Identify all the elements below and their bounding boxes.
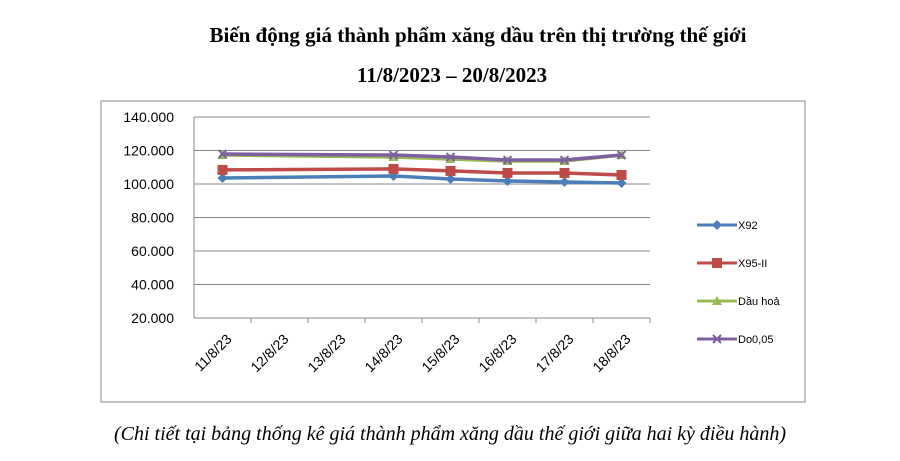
legend-label: X95-II <box>738 258 767 270</box>
data-point <box>502 167 513 178</box>
x-tick-label: 12/8/23 <box>247 331 291 375</box>
legend-label: Dầu hoả <box>738 296 780 308</box>
note: (Chi tiết tại bảng thống kê giá thành ph… <box>114 423 786 445</box>
legend-marker <box>712 296 722 305</box>
data-point <box>559 167 570 178</box>
legend-marker <box>712 220 722 230</box>
legend-label: Do0,05 <box>738 334 773 346</box>
legend-label: X92 <box>738 220 758 232</box>
data-point <box>388 150 399 160</box>
data-point <box>616 177 627 188</box>
data-point <box>445 173 456 184</box>
x-tick-label: 13/8/23 <box>304 331 348 375</box>
x-tick-label: 14/8/23 <box>361 331 405 375</box>
data-point <box>616 150 627 160</box>
y-tick-label: 80.000 <box>131 210 174 226</box>
data-point <box>445 165 456 176</box>
data-point <box>217 172 228 183</box>
x-tick-label: 18/8/23 <box>589 331 633 375</box>
data-point <box>217 149 228 159</box>
chart-frame <box>100 100 806 403</box>
y-tick-label: 140.000 <box>123 109 174 125</box>
y-tick-label: 40.000 <box>131 277 174 293</box>
chart-title: Biến động giá thành phẩm xăng dầu trên t… <box>209 23 746 47</box>
x-tick-label: 16/8/23 <box>475 331 519 375</box>
data-point <box>502 155 513 165</box>
legend-marker <box>712 334 722 344</box>
data-point <box>559 176 570 187</box>
y-tick-label: 60.000 <box>131 243 174 259</box>
y-tick-label: 120.000 <box>123 143 174 159</box>
y-tick-label: 20.000 <box>131 310 174 326</box>
series-line <box>222 152 622 162</box>
series-line <box>222 174 622 185</box>
data-point <box>217 164 228 175</box>
chart-subtitle: 11/8/2023 – 20/8/2023 <box>357 63 547 87</box>
x-tick-label: 11/8/23 <box>191 331 235 375</box>
data-point <box>388 163 399 174</box>
series-line <box>222 167 622 177</box>
x-tick-label: 15/8/23 <box>418 331 462 375</box>
y-tick-label: 100.000 <box>123 176 174 192</box>
data-point <box>445 152 456 162</box>
data-point <box>559 155 570 165</box>
legend-marker <box>712 258 722 268</box>
x-tick-label: 17/8/23 <box>532 331 576 375</box>
data-point <box>502 175 513 186</box>
data-point <box>616 169 627 180</box>
